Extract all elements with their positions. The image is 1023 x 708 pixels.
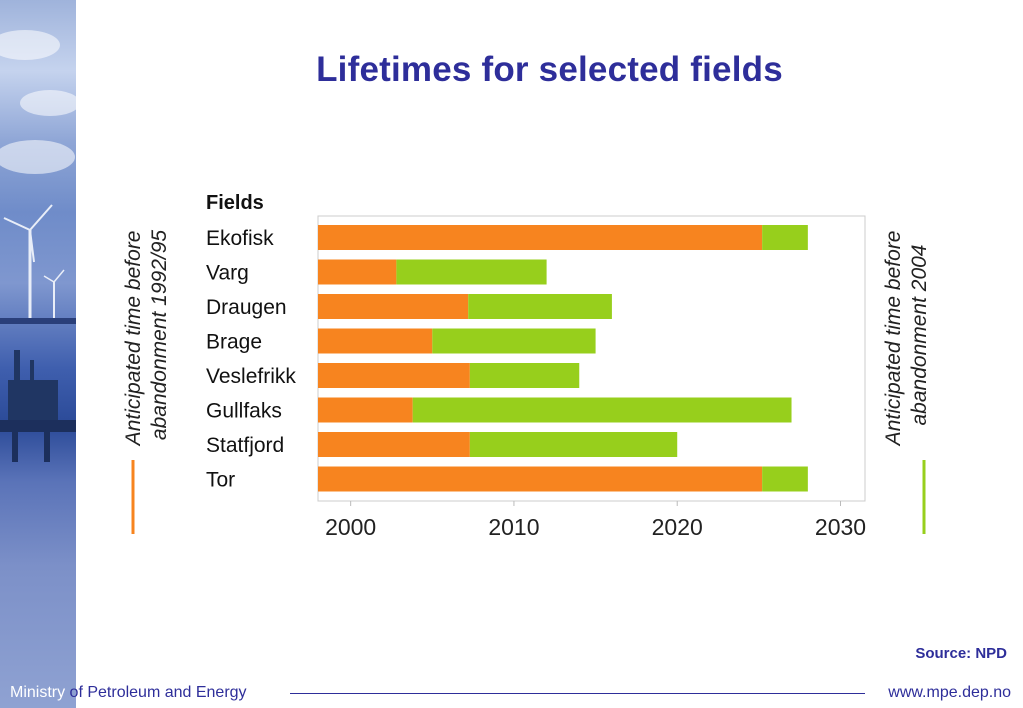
source-note: Source: NPD: [915, 645, 1007, 662]
decorative-photo-strip: [0, 0, 76, 708]
footer-divider: [290, 693, 865, 694]
bar-statfjord-series-2: [469, 432, 678, 457]
x-tick-label-2020: 2020: [652, 514, 703, 540]
field-label-tor: Tor: [206, 469, 235, 492]
bar-gullfaks-series-1: [318, 397, 413, 423]
bar-veslefrikk-series-2: [469, 363, 580, 388]
field-label-gullfaks: Gullfaks: [206, 400, 282, 423]
bar-varg-series-2: [396, 259, 547, 285]
x-tick-label-2010: 2010: [488, 514, 539, 540]
field-label-draugen: Draugen: [206, 296, 287, 319]
bar-draugen-series-1: [318, 294, 469, 319]
bar-varg-series-1: [318, 259, 397, 285]
bar-draugen-series-2: [468, 294, 612, 319]
footer-ministry-part2: of Petroleum and Energy: [65, 684, 247, 701]
bar-ekofisk-series-1: [318, 225, 763, 250]
footer-ministry: Ministry of Petroleum and Energy: [10, 684, 247, 702]
wind-turbine-icon: [0, 204, 76, 462]
bar-veslefrikk-series-1: [318, 363, 470, 388]
x-tick-label-2030: 2030: [815, 514, 866, 540]
bar-brage-series-1: [318, 328, 433, 354]
x-tick-label-2000: 2000: [325, 514, 376, 540]
bar-statfjord-series-1: [318, 432, 470, 457]
bar-ekofisk-series-2: [762, 225, 808, 250]
field-label-ekofisk: Ekofisk: [206, 227, 274, 250]
field-label-brage: Brage: [206, 331, 262, 354]
footer-url[interactable]: www.mpe.dep.no: [888, 684, 1011, 701]
plot-frame: [317, 215, 866, 502]
bar-brage-series-2: [432, 328, 596, 354]
legend-right-text: Anticipated time before abandonment 2004: [882, 225, 931, 448]
bar-tor-series-2: [762, 466, 808, 492]
footer-ministry-part1: Ministry: [10, 684, 66, 701]
bar-gullfaks-series-2: [412, 397, 792, 423]
slide-title: Lifetimes for selected fields: [316, 50, 783, 89]
field-label-veslefrikk: Veslefrikk: [206, 365, 296, 388]
fields-header: Fields: [206, 192, 264, 214]
bar-tor-series-1: [318, 466, 763, 492]
field-label-varg: Varg: [206, 262, 249, 285]
field-label-statfjord: Statfjord: [206, 434, 284, 457]
legend-left-text: Anticipated time before abandonment 1992…: [122, 225, 171, 448]
